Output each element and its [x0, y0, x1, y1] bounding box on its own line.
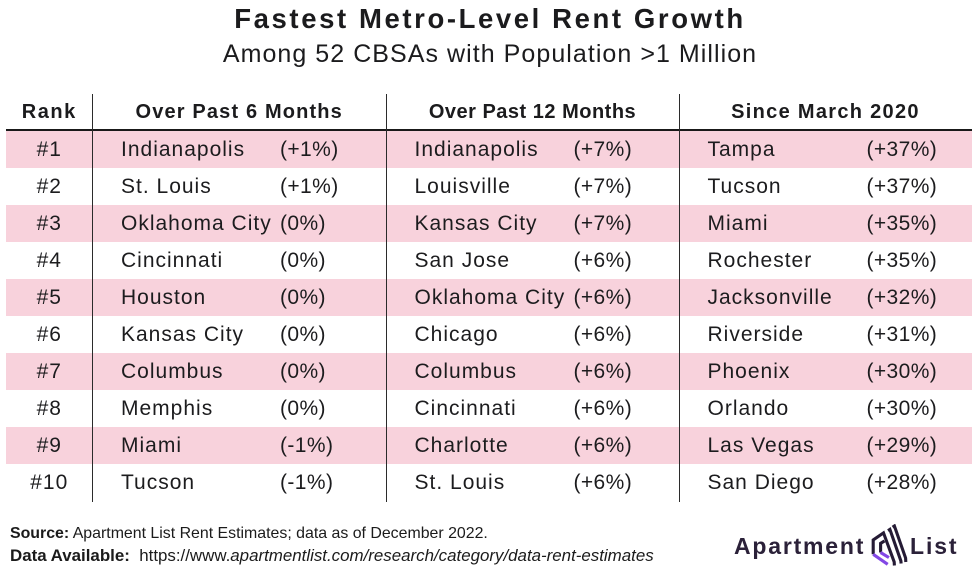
svg-text:List: List: [910, 533, 959, 559]
svg-text:Apartment: Apartment: [734, 533, 865, 559]
